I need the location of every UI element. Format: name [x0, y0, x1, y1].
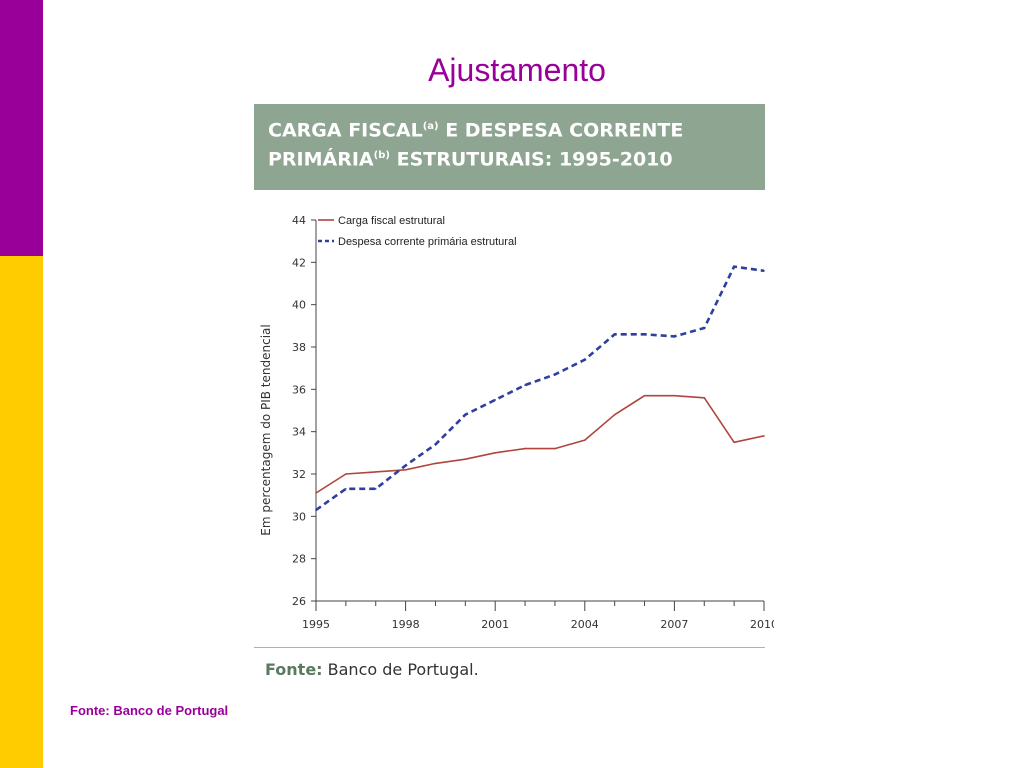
y-tick-label: 36: [292, 383, 306, 396]
data-point: [434, 443, 437, 446]
y-axis-label: Em percentagem do PIB tendencial: [259, 324, 273, 535]
slide-title: Ajustamento: [428, 52, 606, 88]
data-point: [584, 358, 586, 361]
data-point: [494, 399, 496, 401]
side-bar-bottom: [0, 256, 43, 768]
footer-source: Fonte: Banco de Portugal: [70, 703, 229, 718]
data-point: [673, 335, 676, 338]
side-bar-top: [0, 0, 43, 256]
series-line-despesa-corrente: [315, 265, 765, 512]
chart-source: Fonte: Banco de Portugal.: [265, 660, 479, 679]
y-tick-label: 30: [292, 510, 306, 523]
y-tick-label: 38: [292, 341, 306, 354]
y-tick-label: 28: [292, 553, 306, 566]
legend: Carga fiscal estrutural Despesa corrente …: [318, 215, 517, 248]
y-tick-label: 32: [292, 468, 306, 481]
chart-title-sup-a: (a): [422, 121, 439, 132]
data-point: [613, 413, 616, 416]
data-point: [345, 488, 347, 490]
y-tick-label: 42: [292, 256, 306, 269]
chart-title: CARGA FISCAL(a) E DESPESA CORRENTE PRIMÁ…: [268, 114, 755, 173]
data-point: [643, 394, 646, 397]
chart-title-line2: PRIMÁRIA: [268, 148, 374, 171]
x-tick-label: 2007: [660, 618, 688, 631]
source-divider: [254, 647, 765, 648]
x-tick-label: 1995: [302, 618, 330, 631]
data-point: [673, 394, 676, 397]
y-tick-label: 34: [292, 426, 306, 439]
data-point: [404, 468, 407, 471]
data-point: [315, 492, 317, 494]
data-point: [554, 373, 556, 376]
data-point: [434, 462, 437, 465]
data-point: [763, 435, 765, 437]
data-point: [763, 270, 765, 272]
data-point: [524, 447, 526, 450]
data-point: [315, 509, 317, 511]
data-point: [374, 488, 377, 490]
data-point: [494, 452, 496, 454]
chart-title-line2-rest: ESTRUTURAIS: 1995-2010: [389, 148, 673, 171]
data-point: [404, 464, 407, 467]
x-tick-label: 2004: [571, 618, 599, 631]
chart-title-line1: CARGA FISCAL: [268, 119, 423, 142]
data-point: [584, 439, 586, 441]
chart-source-label: Fonte:: [265, 660, 323, 679]
data-point: [733, 441, 735, 444]
x-tick-label: 2001: [481, 618, 509, 631]
legend-label: Carga fiscal estrutural: [338, 215, 445, 227]
line-chart: Em percentagem do PIB tendencial 26 28 30 3…: [259, 214, 774, 631]
data-point: [464, 413, 467, 416]
data-point: [345, 473, 347, 475]
chart-header: CARGA FISCAL(a) E DESPESA CORRENTE PRIMÁ…: [254, 104, 765, 190]
axes: 26 28 30 32 34 36 38 40 42 44 1995 1998 2001 2004 2007…: [292, 214, 774, 631]
data-point: [703, 397, 706, 399]
y-tick-label: 26: [292, 595, 306, 608]
chart-source-text: Banco de Portugal.: [322, 660, 479, 679]
data-point: [374, 471, 377, 473]
data-point: [554, 447, 556, 450]
data-point: [464, 458, 467, 460]
y-tick-label: 40: [292, 299, 306, 312]
y-tick-label: 44: [292, 214, 306, 227]
x-tick-label: 1998: [392, 618, 420, 631]
series-line-carga-fiscal: [315, 394, 765, 494]
chart-title-line1-rest: E DESPESA CORRENTE: [438, 119, 684, 142]
y-axis-label-group: Em percentagem do PIB tendencial: [259, 324, 273, 535]
data-point: [524, 384, 526, 386]
x-tick-label: 2010: [750, 618, 774, 631]
chart-title-sup-b: (b): [373, 150, 390, 162]
data-point: [703, 327, 706, 329]
legend-label: Despesa corrente primária estrutural: [338, 236, 517, 248]
data-point: [643, 333, 646, 336]
series-group: [315, 265, 765, 512]
data-point: [613, 333, 616, 336]
data-point: [733, 265, 735, 268]
